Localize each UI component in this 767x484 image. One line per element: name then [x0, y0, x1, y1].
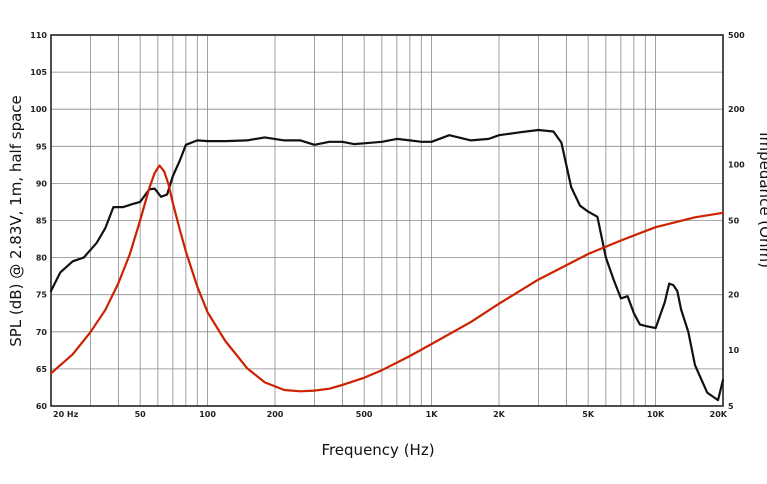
y-tick-label: 75 — [36, 291, 48, 300]
y2-tick-label: 10 — [728, 346, 740, 355]
y2-axis-title: Impedance (Ohm) — [756, 132, 767, 268]
grid — [51, 35, 723, 406]
y-tick-label: 70 — [36, 328, 48, 337]
x-axis-title: Frequency (Hz) — [321, 441, 434, 459]
series-layer — [49, 128, 725, 402]
x-tick-label: 1K — [426, 410, 439, 419]
spl-curve — [49, 128, 725, 402]
plot-frame — [50, 34, 724, 407]
x-tick-label: 5K — [582, 410, 595, 419]
x-tick-label: 20 Hz — [53, 410, 79, 419]
y2-tick-label: 5 — [728, 402, 734, 411]
y-axis-title: SPL (dB) @ 2.83V, 1m, half space — [7, 95, 25, 347]
y-tick-label: 85 — [36, 217, 48, 226]
y2-tick-label: 50 — [728, 217, 740, 226]
x-tick-label: 100 — [199, 410, 216, 419]
x-tick-label: 2K — [493, 410, 506, 419]
y-tick-label: 60 — [36, 402, 48, 411]
y2-tick-label: 20 — [728, 290, 740, 299]
x-tick-label: 10K — [647, 410, 665, 419]
x-tick-label: 200 — [267, 410, 284, 419]
y-tick-label: 80 — [36, 254, 48, 263]
y-tick-label: 105 — [30, 68, 47, 77]
tick-labels: 20 Hz 50 100 200 500 1K 2K 5K 10K 20K110105100959… — [30, 31, 745, 419]
y-tick-label: 90 — [36, 179, 48, 188]
y2-tick-label: 200 — [728, 105, 745, 114]
x-tick-label: 20K — [710, 410, 728, 419]
y-tick-label: 110 — [30, 31, 47, 40]
y-tick-label: 95 — [36, 142, 48, 151]
impedance-curve — [49, 164, 725, 393]
y2-tick-label: 100 — [728, 161, 745, 170]
y-tick-label: 65 — [36, 365, 48, 374]
y-tick-label: 100 — [30, 105, 47, 114]
x-tick-label: 500 — [356, 410, 373, 419]
y2-tick-label: 500 — [728, 31, 745, 40]
x-tick-label: 50 — [135, 410, 147, 419]
